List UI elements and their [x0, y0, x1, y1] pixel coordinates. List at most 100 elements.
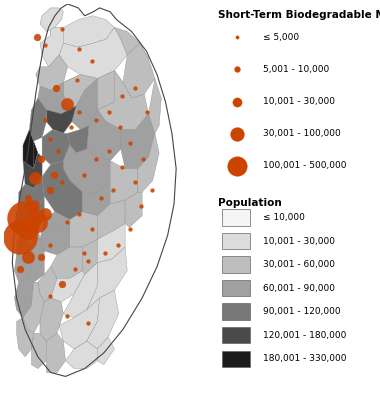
- Point: [76, 210, 82, 217]
- Polygon shape: [110, 161, 138, 204]
- Polygon shape: [97, 71, 149, 130]
- Polygon shape: [44, 212, 85, 231]
- Polygon shape: [25, 196, 44, 228]
- Point: [25, 195, 31, 201]
- Polygon shape: [14, 278, 33, 318]
- Polygon shape: [59, 28, 127, 78]
- Point: [53, 85, 59, 92]
- Point: [34, 34, 40, 40]
- Text: 5,001 - 10,000: 5,001 - 10,000: [263, 65, 329, 74]
- Polygon shape: [87, 290, 119, 349]
- Polygon shape: [19, 184, 33, 212]
- Point: [72, 266, 78, 272]
- Text: 30,001 - 100,000: 30,001 - 100,000: [263, 129, 340, 138]
- Point: [234, 34, 241, 40]
- Point: [115, 242, 121, 248]
- Point: [63, 312, 70, 319]
- Polygon shape: [121, 114, 155, 169]
- Polygon shape: [46, 333, 65, 372]
- Polygon shape: [40, 8, 63, 32]
- Text: ≤ 5,000: ≤ 5,000: [263, 33, 299, 42]
- Point: [138, 203, 144, 209]
- Point: [117, 124, 123, 131]
- Point: [68, 124, 74, 131]
- Point: [85, 258, 91, 264]
- Point: [76, 108, 82, 115]
- Polygon shape: [138, 133, 159, 192]
- Point: [110, 187, 116, 193]
- Point: [106, 108, 112, 115]
- Polygon shape: [63, 263, 97, 318]
- Text: ≤ 10,000: ≤ 10,000: [263, 213, 304, 222]
- Polygon shape: [70, 212, 97, 247]
- Polygon shape: [97, 224, 125, 263]
- Polygon shape: [29, 98, 46, 141]
- Polygon shape: [114, 28, 149, 71]
- Polygon shape: [87, 110, 121, 161]
- Text: 100,001 - 500,000: 100,001 - 500,000: [263, 161, 346, 170]
- Polygon shape: [27, 228, 44, 282]
- Point: [25, 226, 31, 233]
- Point: [234, 163, 241, 169]
- Polygon shape: [97, 200, 125, 239]
- Point: [42, 210, 48, 217]
- Text: 10,001 - 30,000: 10,001 - 30,000: [263, 237, 335, 246]
- Polygon shape: [17, 318, 33, 357]
- Point: [38, 156, 44, 162]
- Point: [102, 250, 108, 256]
- Point: [85, 320, 91, 327]
- Point: [81, 171, 87, 178]
- Polygon shape: [36, 55, 68, 90]
- Point: [93, 156, 100, 162]
- Point: [59, 179, 65, 186]
- Point: [63, 218, 70, 225]
- Polygon shape: [25, 176, 44, 208]
- Text: 90,001 - 120,000: 90,001 - 120,000: [263, 307, 340, 316]
- Point: [81, 250, 87, 256]
- Point: [98, 195, 104, 201]
- Point: [234, 130, 241, 137]
- Point: [51, 171, 57, 178]
- Polygon shape: [23, 153, 42, 188]
- Bar: [222, 210, 250, 226]
- Point: [42, 42, 48, 48]
- Text: 60,001 - 90,000: 60,001 - 90,000: [263, 284, 335, 293]
- Point: [106, 148, 112, 154]
- Point: [34, 218, 40, 225]
- Polygon shape: [38, 74, 85, 114]
- Point: [140, 156, 146, 162]
- Polygon shape: [82, 239, 97, 274]
- Polygon shape: [59, 298, 100, 349]
- Polygon shape: [17, 208, 29, 235]
- Bar: [222, 350, 250, 367]
- Point: [127, 140, 133, 146]
- Point: [46, 242, 52, 248]
- Polygon shape: [42, 130, 70, 165]
- Polygon shape: [42, 161, 82, 220]
- Point: [32, 175, 38, 182]
- Point: [234, 66, 241, 73]
- Point: [59, 281, 65, 288]
- Point: [149, 187, 155, 193]
- Polygon shape: [97, 337, 114, 365]
- Bar: [222, 327, 250, 344]
- Point: [25, 254, 31, 260]
- Polygon shape: [51, 247, 82, 278]
- Polygon shape: [123, 43, 155, 98]
- Polygon shape: [65, 341, 97, 368]
- Polygon shape: [87, 247, 127, 310]
- Polygon shape: [38, 267, 57, 302]
- Polygon shape: [46, 106, 76, 133]
- Polygon shape: [149, 78, 161, 133]
- Point: [234, 98, 241, 105]
- Polygon shape: [40, 28, 63, 67]
- Point: [59, 26, 65, 33]
- Point: [46, 293, 52, 299]
- Point: [119, 164, 125, 170]
- Point: [21, 214, 27, 221]
- Point: [131, 179, 138, 186]
- Text: 180,001 - 330,000: 180,001 - 330,000: [263, 354, 346, 363]
- Polygon shape: [40, 298, 63, 341]
- Point: [42, 116, 48, 123]
- Point: [46, 187, 52, 193]
